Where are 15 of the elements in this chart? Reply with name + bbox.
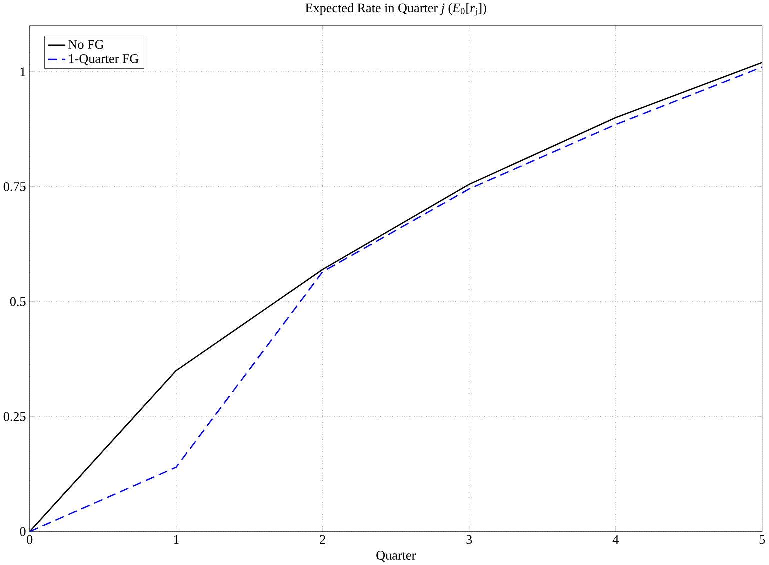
x-tick-label: 0 xyxy=(27,535,33,544)
y-tick-label: 0 xyxy=(20,527,26,536)
y-tick-label: 0.75 xyxy=(4,182,26,192)
x-tick-label: 1 xyxy=(174,535,179,544)
chart-title: Expected Rate in Quarterj (E$_{0}$[r$_{j}$]) xyxy=(306,3,486,16)
x-tick-label: 4 xyxy=(612,535,619,544)
legend-label: 1-Quarter FG xyxy=(69,54,139,66)
y-tick-label: 1 xyxy=(20,67,26,76)
legend-label: No FG xyxy=(68,40,104,49)
x-tick-label: 2 xyxy=(320,535,326,544)
x-tick-label: 3 xyxy=(466,535,472,544)
y-tick-label: 0.25 xyxy=(4,412,26,422)
y-tick-label: 0.5 xyxy=(10,297,26,306)
x-tick-label: 5 xyxy=(760,535,766,544)
x-axis-title: Quarter xyxy=(376,550,416,562)
